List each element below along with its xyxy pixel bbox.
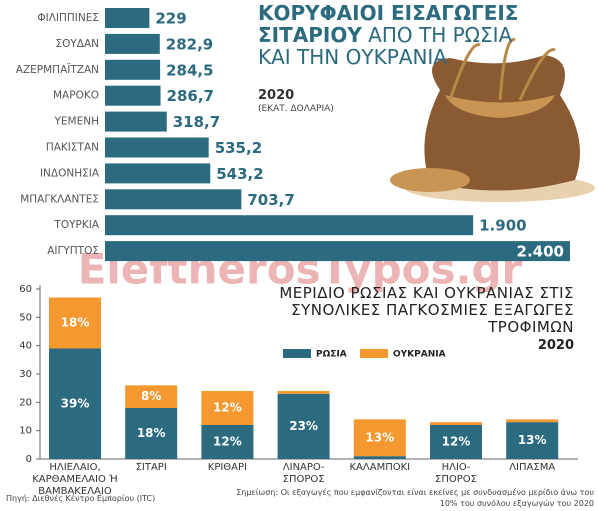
- category-label: ΑΙΓΥΠΤΟΣ: [47, 245, 99, 257]
- wheat-sack-illustration: [390, 38, 595, 202]
- value-label: 18%: [137, 426, 166, 440]
- bar: [105, 189, 242, 210]
- value-label: 8%: [141, 389, 161, 403]
- category-label: ΥΕΜΕΝΗ: [54, 116, 100, 128]
- x-tick-label: ΚΡΙΘΑΡΙ: [207, 462, 247, 473]
- category-label: ΜΠΑΓΚΛΑΝΤΕΣ: [20, 193, 99, 205]
- x-tick-label: ΛΙΠΑΣΜΑ: [509, 462, 556, 473]
- bar-segment: [506, 422, 559, 459]
- value-label: 703,7: [247, 191, 294, 209]
- x-tick-label: ΗΛΙΟ-ΣΠΟΡΟΣ: [435, 462, 477, 485]
- value-label: 1.900: [479, 217, 526, 235]
- x-tick-label: ΣΙΤΑΡΙ: [135, 462, 167, 473]
- value-label: 543,2: [216, 165, 263, 183]
- bar: [105, 137, 209, 158]
- legend-label: ΡΩΣΙΑ: [316, 350, 347, 360]
- value-label: 12%: [213, 401, 242, 415]
- bar: [105, 8, 150, 28]
- y-tick-label: 60: [19, 284, 32, 295]
- category-label: ΜΑΡΟΚΟ: [53, 90, 99, 102]
- x-tick-label: ΚΑΛΑΜΠΟΚΙ: [349, 462, 411, 473]
- bar-segment: [506, 419, 559, 423]
- category-label: ΑΖΕΡΜΠΑΪΤΖΑΝ: [16, 63, 99, 76]
- value-label: 535,2: [215, 139, 262, 157]
- chart-title-block: ΚΟΡΥΦΑΙΟΙ ΕΙΣΑΓΩΓΕΙΣ ΣΙΤΑΡΙΟΥ ΑΠΟ ΤΗ ΡΩΣ…: [258, 2, 526, 68]
- bar-segment: [430, 422, 482, 425]
- bar-segment: [201, 391, 254, 425]
- value-label: 286,7: [167, 87, 214, 105]
- bar-segment: [277, 393, 330, 459]
- value-label: 23%: [289, 419, 318, 433]
- bar-segment: [49, 348, 101, 459]
- y-tick-label: 30: [19, 369, 32, 380]
- legend-label: ΟΥΚΡΑΝΙΑ: [393, 350, 446, 360]
- bar: [105, 59, 161, 80]
- y-tick-label: 10: [19, 426, 32, 437]
- legend-swatch: [360, 349, 388, 358]
- value-label: 13%: [365, 430, 394, 444]
- note: Σημείωση: Οι εξαγωγές που εμφανίζονται ε…: [236, 488, 594, 508]
- bar: [105, 33, 160, 54]
- chart-subtitle: 2020: [258, 88, 295, 103]
- bar-segment: [430, 425, 482, 459]
- value-label: 12%: [442, 435, 471, 449]
- category-label: ΠΑΚΙΣΤΑΝ: [46, 142, 99, 154]
- value-label: 282,9: [166, 35, 213, 53]
- chart-subtitle: 2020: [537, 338, 574, 353]
- source: Πηγή: Διεθνές Κέντρο Εμπορίου (ITC): [6, 494, 156, 503]
- value-label: 18%: [61, 316, 90, 330]
- value-label: 284,5: [166, 61, 213, 79]
- value-label: 39%: [61, 396, 90, 410]
- bar-segment: [353, 419, 406, 457]
- bar: [105, 241, 570, 262]
- value-label: 2.400: [517, 243, 564, 261]
- bar-segment: [49, 297, 101, 349]
- chart-title-rest: ΑΠΟ ΤΗ ΡΩΣΙΑ ΚΑΙ ΤΗΝ ΟΥΚΡΑΝΙΑ: [258, 23, 513, 69]
- bar: [105, 163, 211, 184]
- bar-segment: [125, 385, 178, 408]
- bar-segment: [277, 391, 330, 394]
- bar: [105, 215, 474, 236]
- category-label: ΙΝΔΟΝΗΣΙΑ: [40, 167, 100, 179]
- bar: [105, 85, 161, 106]
- category-label: ΦΙΛΙΠΠΙΝΕΣ: [37, 12, 99, 24]
- legend-swatch: [283, 349, 311, 358]
- x-tick-label: ΗΛΙΕΛΑΙΟ, ΚΑΡΘΑΜΕΛΑΙΟ Ή ΒΑΜΒΑΚΕΛΑΙΟ: [32, 462, 118, 497]
- bar-segment: [201, 425, 254, 459]
- value-label: 13%: [518, 433, 547, 447]
- y-tick-label: 40: [19, 341, 32, 352]
- y-tick-label: 50: [19, 312, 32, 323]
- chart-title-bold: ΚΟΡΥΦΑΙΟΙ ΕΙΣΑΓΩΓΕΙΣ ΣΙΤΑΡΙΟΥ: [258, 1, 519, 47]
- value-label: 318,7: [173, 113, 220, 131]
- unit-label: (ΕΚΑΤ. ΔΟΛΑΡΙΑ): [258, 104, 334, 114]
- category-label: ΤΟΥΡΚΙΑ: [53, 219, 99, 231]
- y-tick-label: 0: [26, 454, 32, 465]
- chart-title: ΜΕΡΙΔΙΟ ΡΩΣΙΑΣ ΚΑΙ ΟΥΚΡΑΝΙΑΣ ΣΤΙΣ ΣΥΝΟΛΙ…: [279, 284, 574, 336]
- category-label: ΣΟΥΔΑΝ: [55, 38, 99, 50]
- x-tick-label: ΛΙΝΑΡΟ-ΣΠΟΡΟΣ: [282, 462, 325, 485]
- value-label: 12%: [213, 435, 242, 449]
- bar: [105, 111, 167, 132]
- bar-segment: [353, 456, 406, 459]
- bar-segment: [125, 408, 178, 459]
- y-tick-label: 20: [19, 397, 32, 408]
- value-label: 229: [155, 10, 186, 28]
